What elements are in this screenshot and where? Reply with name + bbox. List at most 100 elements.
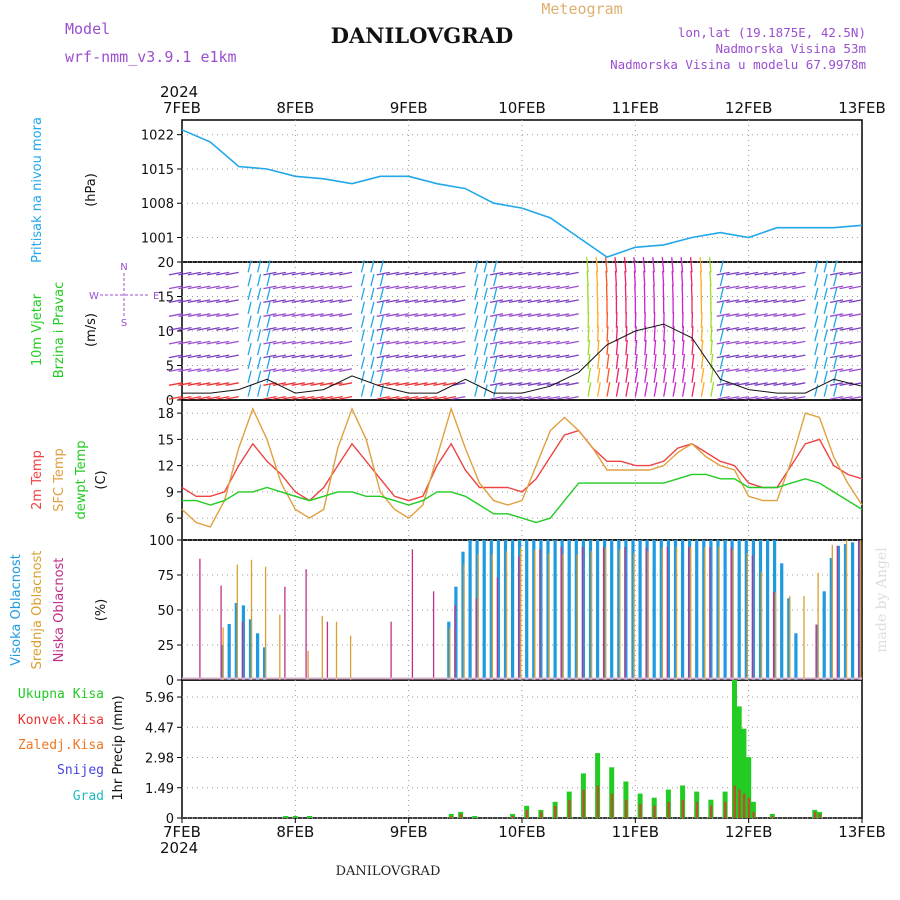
wind-barb — [527, 285, 542, 290]
wind-barb — [565, 313, 579, 317]
wind-barb — [433, 340, 447, 345]
wind-barb — [386, 340, 400, 345]
wind-barb — [282, 313, 296, 317]
wind-barb — [178, 326, 192, 331]
wind-barb — [735, 313, 749, 317]
wind-barb — [168, 354, 183, 359]
wind-barb — [586, 284, 589, 300]
precip-unit: 1hr Precip (mm) — [111, 695, 126, 800]
wind-barb — [726, 368, 740, 373]
wind-barb — [773, 299, 787, 304]
wind-barb — [187, 313, 202, 317]
wind-barb — [266, 260, 271, 273]
wind-unit: (m/s) — [84, 313, 99, 347]
wind-barb — [206, 395, 220, 400]
wind-barb — [433, 313, 447, 317]
wind-barb — [839, 271, 853, 276]
wind-barb — [263, 354, 277, 359]
wind-barb — [546, 340, 560, 345]
wind-barb — [587, 339, 591, 356]
wind-barb — [414, 313, 428, 317]
cloud-high-bar — [787, 598, 791, 680]
wind-barb — [404, 354, 419, 359]
cloud-high-bar — [581, 540, 585, 680]
wind-barb — [518, 368, 532, 373]
wind-barb — [735, 382, 749, 386]
wind-barb — [168, 313, 183, 317]
wind-barb — [256, 301, 262, 314]
wind-barb — [301, 313, 315, 317]
wind-barb — [662, 284, 665, 300]
y-tick-label: 9 — [166, 486, 174, 501]
cloud-high-bar — [780, 563, 784, 680]
year-top: 2024 — [160, 83, 198, 101]
wind-barb — [773, 285, 787, 290]
wind-barb — [792, 326, 806, 331]
wind-barb — [606, 339, 609, 356]
wind-barb — [370, 260, 375, 273]
wind-barb — [763, 382, 778, 386]
wind-barb — [272, 313, 287, 317]
wind-barb — [423, 382, 438, 386]
wind-barb — [499, 354, 513, 359]
wind-barb — [726, 326, 740, 331]
precip-conv-bar — [733, 785, 736, 818]
wind-barb — [518, 313, 532, 317]
wind-barb — [508, 368, 523, 373]
cloud-high-bar — [454, 586, 458, 680]
wind-barb — [404, 271, 419, 276]
wind-barb — [653, 367, 658, 383]
y-tick-label: 2.98 — [145, 752, 174, 767]
model-label: Model — [65, 20, 110, 38]
cloud-high-bar — [851, 542, 855, 680]
precip-conv-bar — [738, 789, 741, 818]
cloud-high-bar — [688, 540, 692, 680]
cloud-high-bar — [681, 540, 685, 680]
wind-barb — [829, 326, 844, 331]
wind-barb — [395, 313, 409, 317]
wind-barb — [823, 287, 828, 301]
wind-barb — [814, 273, 819, 287]
cloud-high-bar — [588, 540, 593, 680]
wind-barb — [433, 299, 447, 304]
wind-barb — [493, 356, 498, 370]
y-tick-label: 50 — [157, 604, 174, 619]
wind-barb — [663, 339, 666, 356]
wind-barb — [197, 340, 211, 345]
wind-barb — [716, 340, 730, 345]
wind-barb — [833, 329, 838, 342]
cloud-high-bar — [511, 540, 515, 680]
wind-barb — [319, 368, 334, 373]
wind-barb — [379, 301, 384, 314]
wind-barb — [206, 299, 220, 304]
wind-barb — [206, 368, 220, 373]
wind-barb — [414, 395, 428, 400]
wind-barb — [489, 326, 504, 331]
wind-barb — [833, 315, 838, 328]
wind-barb — [379, 329, 384, 342]
wind-barb — [168, 340, 183, 345]
time-tick-label-top: 13FEB — [838, 99, 885, 117]
wind-barb — [833, 301, 838, 314]
wind-barb — [301, 271, 315, 276]
wind-barb — [833, 260, 838, 273]
wind-barb — [782, 395, 797, 400]
wind-barb — [615, 326, 618, 342]
cloud-high-bar — [234, 603, 238, 680]
wind-barb — [726, 299, 740, 304]
time-tick-label-top: 11FEB — [612, 99, 659, 117]
wind-barb — [754, 313, 768, 317]
wind-barb — [319, 313, 334, 317]
wind-barb — [615, 353, 619, 369]
wind-barb — [291, 354, 305, 359]
wind-barb — [763, 313, 778, 317]
wind-barb — [370, 301, 375, 314]
wind-barb — [726, 285, 740, 290]
wind-barb — [206, 271, 220, 276]
wind-barb — [699, 270, 703, 287]
wind-barb — [266, 329, 271, 342]
wind-barb — [395, 382, 409, 386]
wind-barb — [493, 329, 498, 342]
cloud-high-bar — [610, 540, 614, 680]
